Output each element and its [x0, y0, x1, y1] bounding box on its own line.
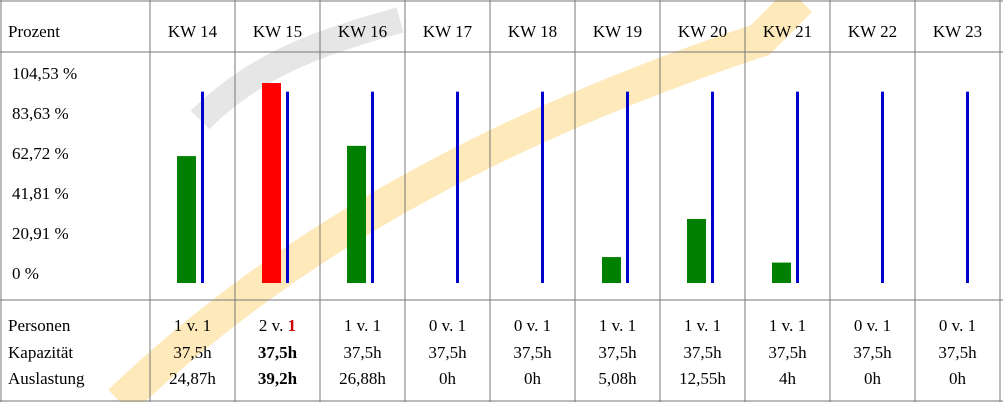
y-tick-label: 41,81 %	[12, 184, 69, 203]
column-header: KW 15	[253, 22, 302, 41]
column-header: KW 18	[508, 22, 557, 41]
row-label: Kapazität	[8, 343, 73, 362]
capacity-line	[541, 91, 544, 284]
capacity-line	[966, 91, 969, 284]
bar	[177, 156, 196, 283]
y-tick-label: 83,63 %	[12, 104, 69, 123]
capacity-line	[371, 91, 374, 284]
y-tick-label: 104,53 %	[12, 64, 77, 83]
row-label: Personen	[8, 316, 71, 335]
bar	[687, 218, 706, 283]
column-header: KW 21	[763, 22, 812, 41]
column-header: KW 14	[168, 22, 218, 41]
personen-cell: 1 v. 1	[344, 316, 381, 335]
capacity-line	[456, 91, 459, 284]
y-tick-label: 62,72 %	[12, 144, 69, 163]
kapazitaet-cell: 37,5h	[343, 343, 382, 362]
personen-cell: 0 v. 1	[854, 316, 891, 335]
bar	[347, 145, 366, 283]
auslastung-cell: 39,2h	[258, 369, 298, 388]
bar	[262, 83, 281, 283]
capacity-line	[201, 91, 204, 284]
kapazitaet-cell: 37,5h	[768, 343, 807, 362]
auslastung-cell: 0h	[864, 369, 882, 388]
decoration	[108, 0, 813, 402]
personen-cell: 2 v. 1	[259, 316, 296, 335]
kapazitaet-cell: 37,5h	[428, 343, 467, 362]
auslastung-cell: 0h	[439, 369, 457, 388]
personen-cell: 0 v. 1	[939, 316, 976, 335]
capacity-line	[626, 91, 629, 284]
column-header: KW 16	[338, 22, 387, 41]
decoration	[190, 7, 404, 130]
kapazitaet-cell: 37,5h	[258, 343, 298, 362]
kapazitaet-cell: 37,5h	[938, 343, 977, 362]
capacity-line	[286, 91, 289, 284]
column-header: KW 17	[423, 22, 473, 41]
column-header: KW 22	[848, 22, 897, 41]
kapazitaet-cell: 37,5h	[513, 343, 552, 362]
row-label: Auslastung	[8, 369, 85, 388]
personen-cell: 0 v. 1	[514, 316, 551, 335]
kapazitaet-cell: 37,5h	[598, 343, 637, 362]
column-header: KW 20	[678, 22, 727, 41]
auslastung-cell: 12,55h	[679, 369, 726, 388]
capacity-line	[881, 91, 884, 284]
personen-cell: 1 v. 1	[599, 316, 636, 335]
personen-cell: 1 v. 1	[684, 316, 721, 335]
capacity-line	[711, 91, 714, 284]
auslastung-cell: 26,88h	[339, 369, 386, 388]
header-label: Prozent	[8, 22, 60, 41]
auslastung-cell: 24,87h	[169, 369, 216, 388]
y-tick-label: 0 %	[12, 264, 39, 283]
bar	[602, 257, 621, 283]
auslastung-cell: 5,08h	[598, 369, 637, 388]
personen-cell: 1 v. 1	[769, 316, 806, 335]
auslastung-cell: 0h	[524, 369, 542, 388]
personen-cell: 0 v. 1	[429, 316, 466, 335]
auslastung-cell: 4h	[779, 369, 797, 388]
auslastung-cell: 0h	[949, 369, 967, 388]
capacity-line	[796, 91, 799, 284]
kapazitaet-cell: 37,5h	[173, 343, 212, 362]
kapazitaet-cell: 37,5h	[853, 343, 892, 362]
personen-cell: 1 v. 1	[174, 316, 211, 335]
kapazitaet-cell: 37,5h	[683, 343, 722, 362]
bar	[772, 262, 791, 283]
column-header: KW 19	[593, 22, 642, 41]
column-header: KW 23	[933, 22, 982, 41]
y-tick-label: 20,91 %	[12, 224, 69, 243]
